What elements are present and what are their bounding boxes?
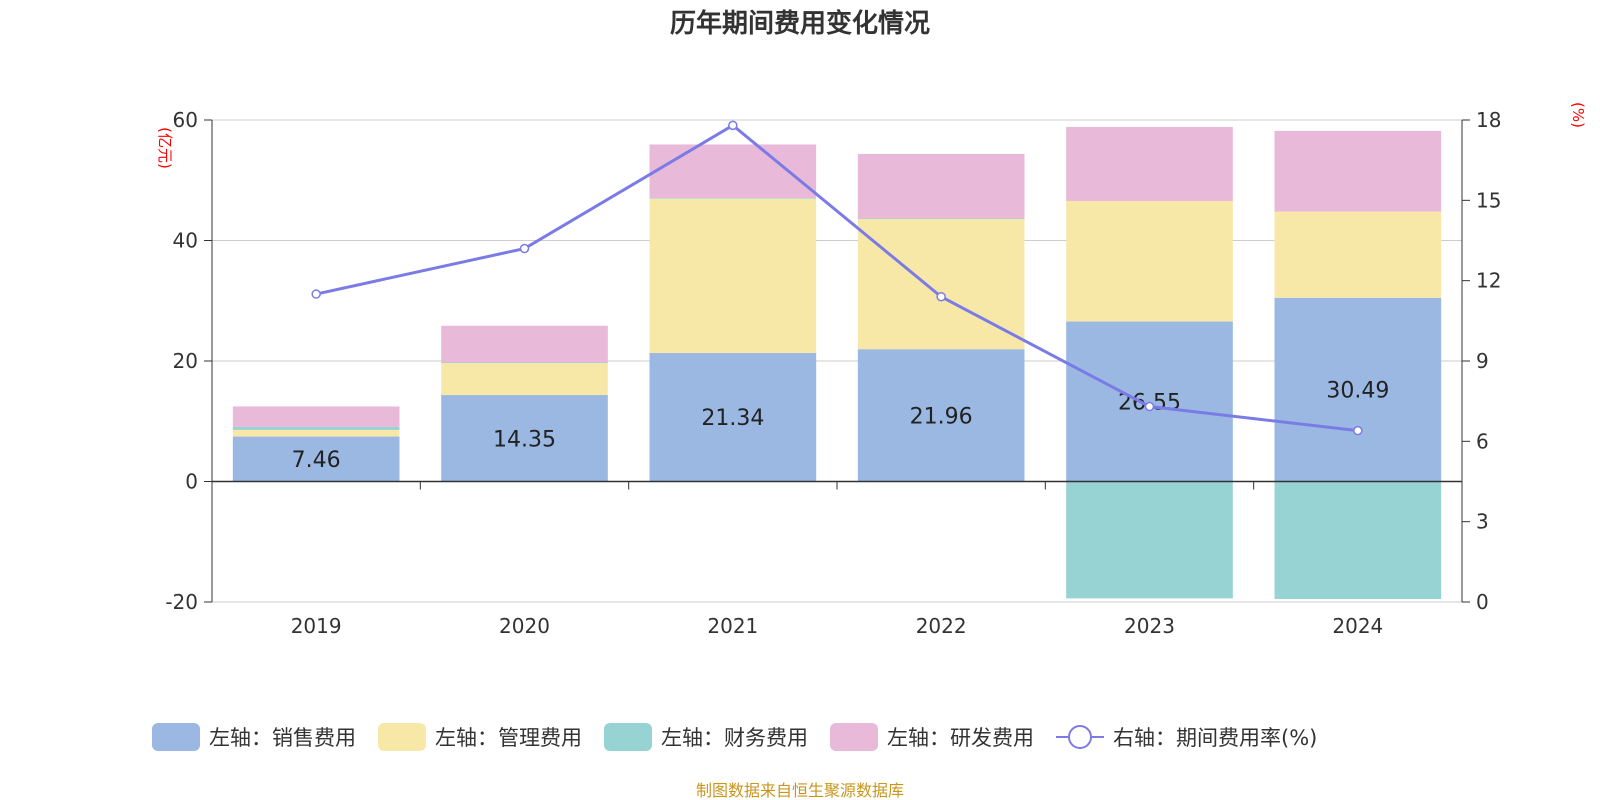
bar [649,352,817,482]
rate-line [311,120,1363,436]
bar [232,429,400,437]
bar [649,144,817,199]
bar [1274,211,1442,298]
bar [441,395,608,482]
right-tick-label: 9 [1476,349,1489,373]
source-note: 制图数据来自恒生聚源数据库 [696,781,904,800]
legend-label: 左轴：管理费用 [435,726,582,750]
bar-value-label: 14.35 [493,427,556,452]
bar [857,153,1025,219]
x-tick-label: 2024 [1332,614,1383,638]
bar [1274,130,1442,212]
legend: 左轴：销售费用 左轴：管理费用 左轴：财务费用 左轴：研发费用 右轴：期间费用率(%) [152,723,1317,751]
rate-point [1144,401,1155,412]
bar-value-label: 7.46 [292,448,341,473]
bar [232,436,400,482]
right-tick-label: 6 [1476,429,1489,453]
bar [857,218,1025,220]
chart-title: 历年期间费用变化情况 [670,8,930,39]
x-tick-label: 2021 [707,614,758,638]
legend-label: 左轴：研发费用 [887,726,1034,750]
bar [1066,481,1233,599]
axes: -20 0 20 40 60 0 3 6 9 12 15 18 2019 2020 2021 2022 2023… [165,108,1501,638]
right-tick-label: 15 [1476,188,1501,212]
bar [441,363,608,396]
left-tick-label: -20 [165,590,198,614]
bar [232,406,400,427]
left-tick-label: 40 [173,229,198,253]
bars [232,126,1442,599]
grid [212,119,1462,603]
legend-label: 左轴：销售费用 [209,726,356,750]
x-tick-label: 2023 [1124,614,1175,638]
rate-point [311,289,321,299]
x-tick-label: 2020 [499,614,550,638]
bar [441,362,608,364]
bar [441,325,608,363]
left-tick-label: 60 [173,108,198,132]
bar [1066,126,1233,202]
bar [649,198,817,353]
legend-label: 左轴：财务费用 [661,726,808,750]
rate-point [936,291,946,302]
rate-point [1353,425,1363,436]
bar [1066,201,1233,322]
right-tick-label: 18 [1476,108,1501,132]
left-axis-unit: (亿元) [156,127,174,169]
left-tick-label: 20 [173,349,198,373]
bar [1274,481,1442,599]
bar-value-label: 30.49 [1326,379,1389,404]
legend-swatch [830,723,878,751]
legend-swatch [378,723,426,751]
left-tick-label: 0 [185,470,198,494]
bar [649,198,817,199]
rate-point [728,120,738,131]
legend-swatch [604,723,652,751]
right-axis-unit: (%) [1569,102,1587,128]
x-tick-label: 2022 [916,614,967,638]
bar [232,426,400,430]
bar-value-label: 21.34 [701,406,764,431]
bar [1274,297,1442,482]
x-tick-label: 2019 [291,614,342,638]
bar-value-label: 21.96 [910,404,973,429]
legend-marker [1068,725,1092,749]
bar [1066,321,1233,482]
right-tick-label: 3 [1476,510,1489,534]
rate-line-path [315,123,1359,433]
legend-label: 右轴：期间费用率(%) [1113,726,1317,750]
right-tick-label: 0 [1476,590,1489,614]
legend-swatch [152,723,200,751]
bar [857,349,1025,482]
rate-point [519,243,530,254]
right-tick-label: 12 [1476,269,1501,293]
bar [857,219,1025,350]
